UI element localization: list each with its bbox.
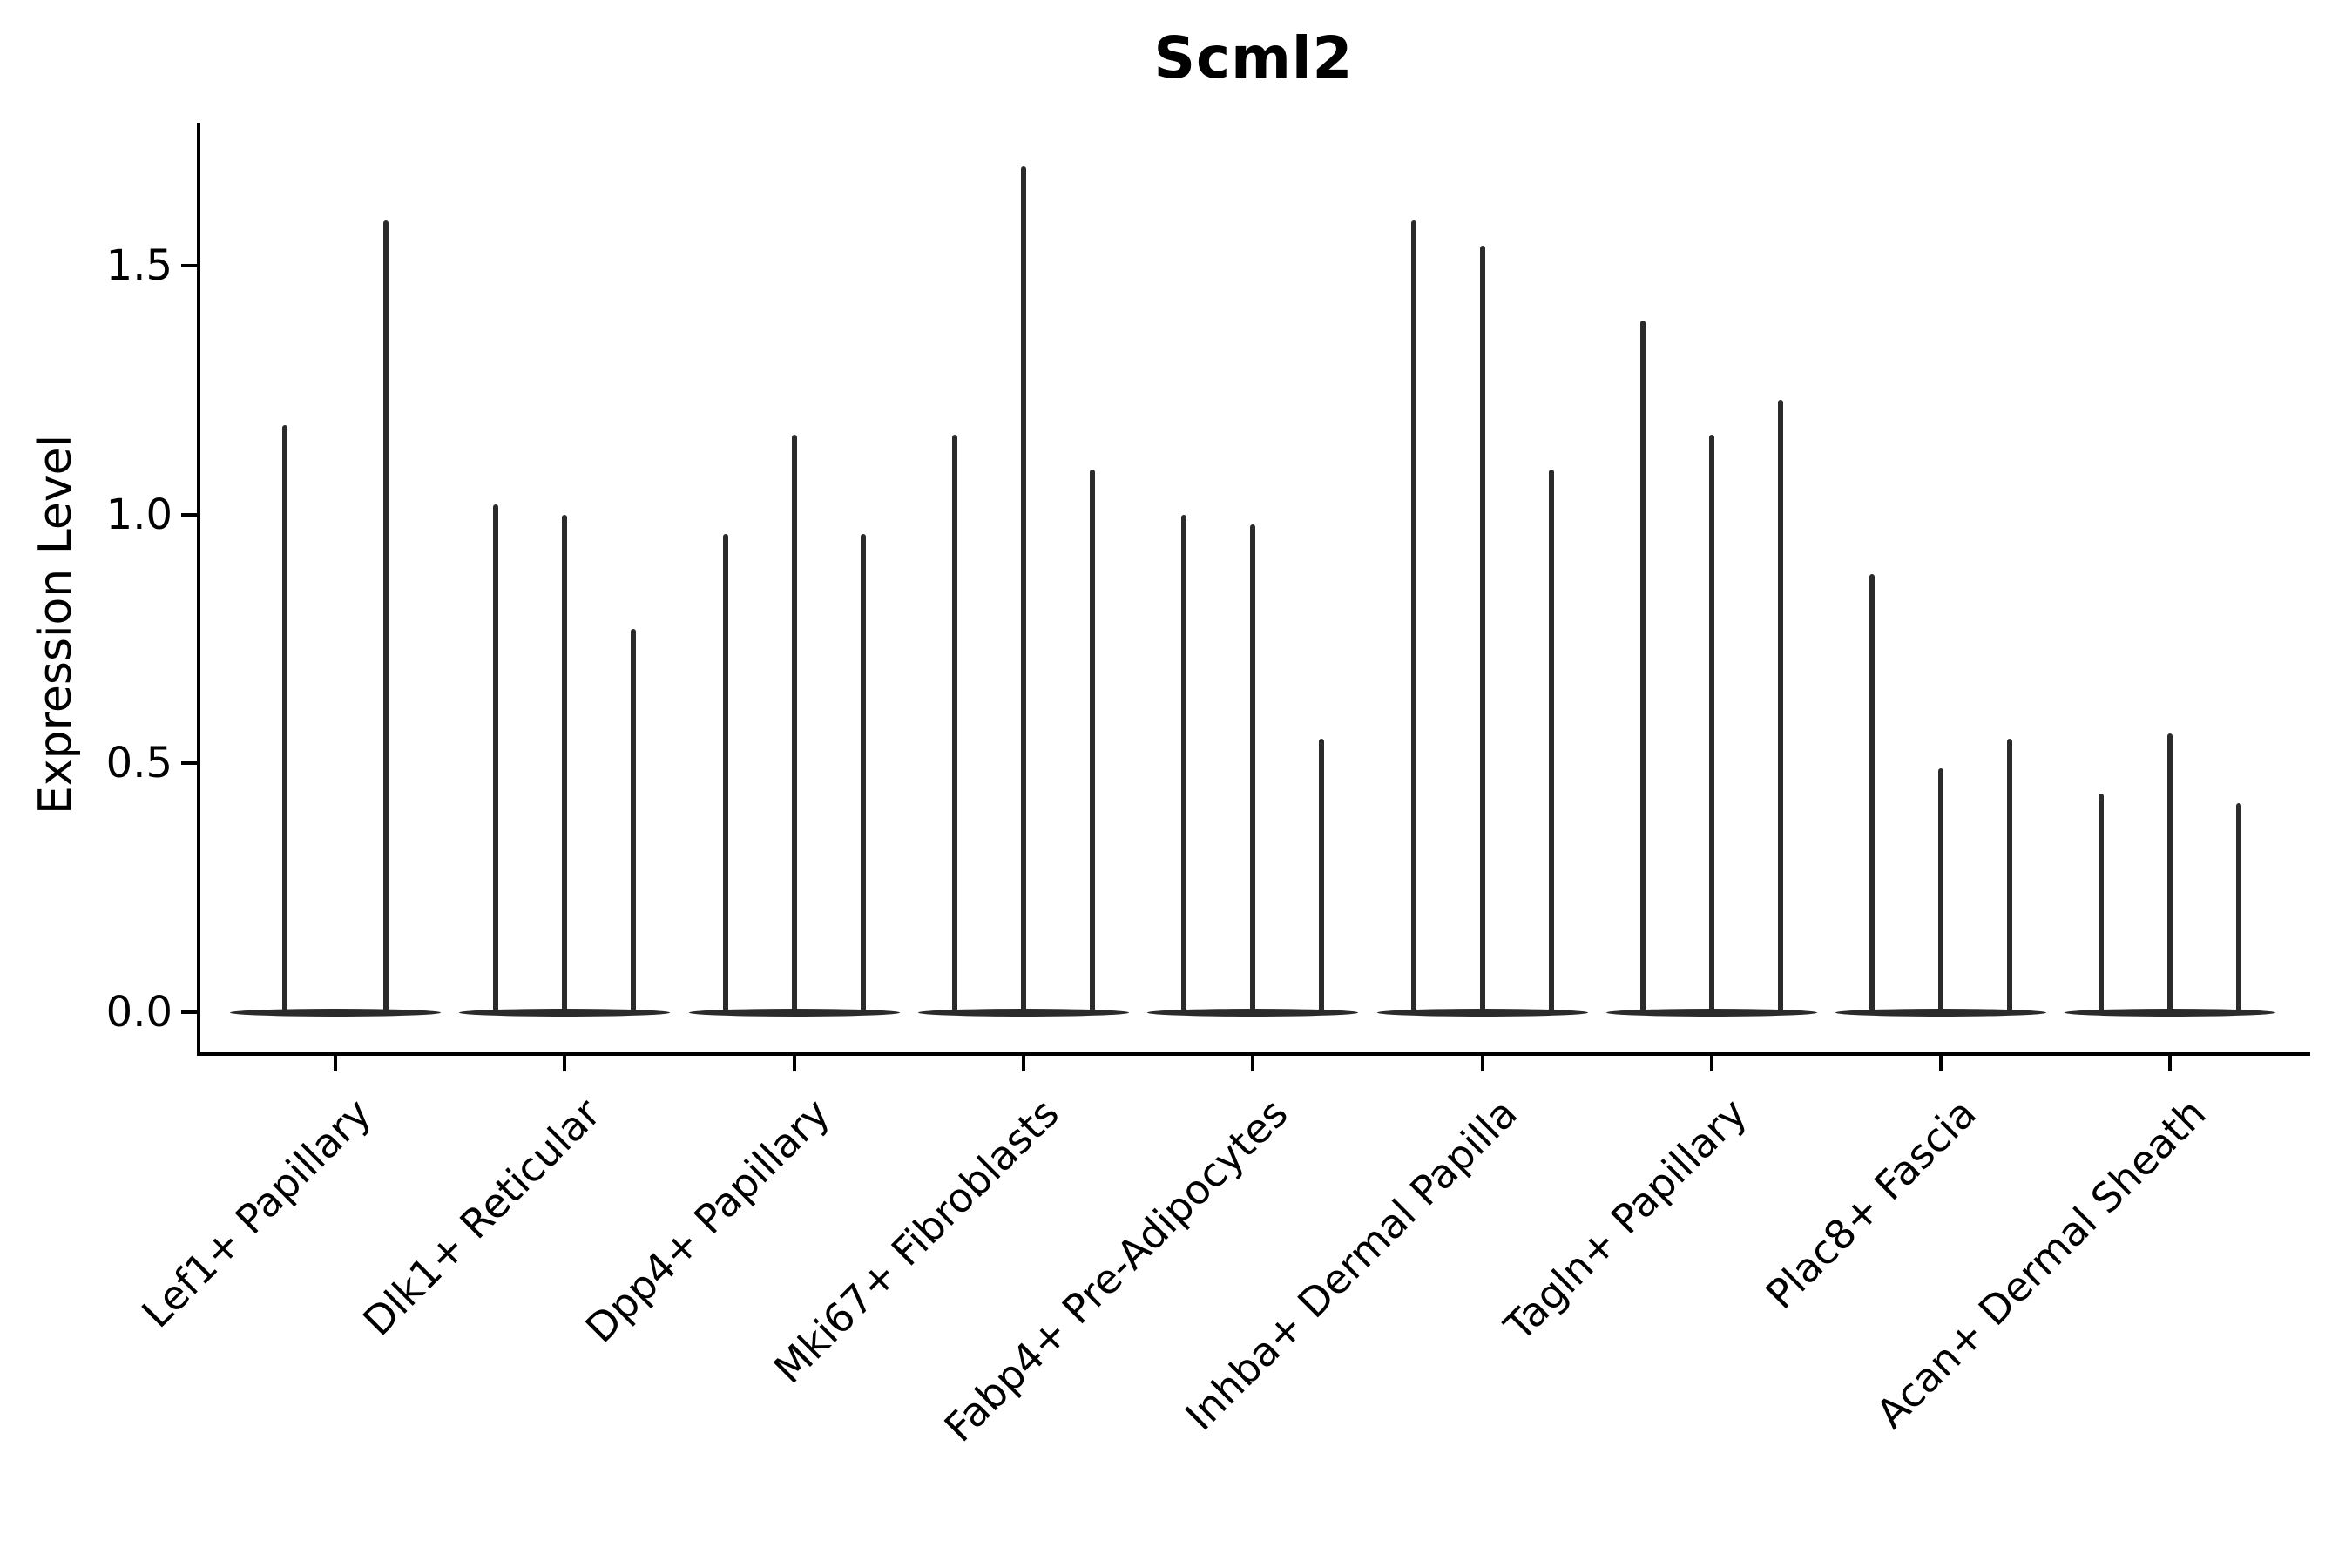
y-tick-label: 0.5 [105,739,172,787]
violin-needle [2236,803,2241,1014]
violin-needle [723,534,728,1014]
violin-needle [1778,400,1783,1014]
x-tick-mark [1022,1056,1025,1071]
y-tick-mark [181,513,197,517]
violin-needle [1709,435,1714,1014]
violin-needle [2167,733,2173,1014]
violin-needle [2007,739,2012,1014]
violin-needle [1869,574,1875,1014]
y-tick-label: 1.0 [105,490,172,539]
x-tick-mark [1251,1056,1254,1071]
violin-needle [631,629,636,1014]
violin-needle [792,435,797,1014]
violin-needle [2099,794,2104,1014]
x-tick-mark [1710,1056,1713,1071]
x-tick-mark [793,1056,796,1071]
y-tick-label: 1.5 [105,241,172,290]
x-tick-mark [1939,1056,1943,1071]
x-tick-mark [1481,1056,1484,1071]
y-tick-label: 0.0 [105,988,172,1037]
y-axis-spine [197,123,200,1056]
y-tick-mark [181,264,197,267]
violin-needle [952,435,957,1014]
violin-needle [861,534,866,1014]
x-tick-label: Tagln+ Papillary [1495,1089,1756,1350]
y-tick-mark [181,761,197,765]
violin-needle [1480,246,1485,1014]
violin-needle [493,504,498,1014]
x-axis-spine [197,1052,2310,1056]
violin-needle [1411,220,1416,1014]
violin-needle [1938,768,1943,1014]
x-tick-label: Dlk1+ Reticular [353,1089,610,1345]
violin-needle [1640,321,1646,1014]
violin-needle [1319,739,1324,1014]
x-tick-label: Plac8+ Fascia [1756,1089,1985,1318]
violin-needle [1090,470,1095,1014]
violin-needle [1549,470,1554,1014]
violin-needle [383,220,389,1014]
x-tick-label: Dpp4+ Papillary [576,1089,839,1352]
x-tick-mark [2168,1056,2172,1071]
x-tick-mark [563,1056,566,1071]
violin-needle [1181,515,1186,1014]
y-tick-mark [181,1010,197,1014]
violin-base [230,1009,441,1017]
violin-needle [1250,524,1255,1014]
chart-title: Scml2 [1153,24,1354,91]
violin-needle [282,425,287,1014]
x-tick-mark [334,1056,337,1071]
violin-needle [1021,166,1026,1014]
x-tick-label: Lef1+ Papillary [132,1089,380,1337]
violin-needle [562,515,567,1014]
